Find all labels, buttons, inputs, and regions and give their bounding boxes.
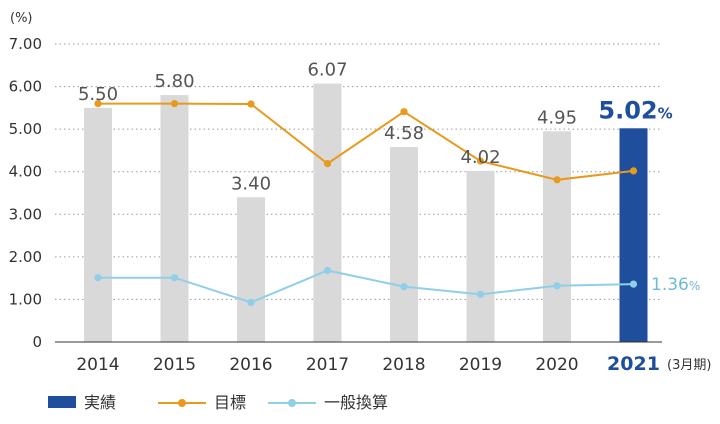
bar <box>237 197 265 342</box>
y-tick-label: 0 <box>32 333 42 351</box>
y-tick-label: 7.00 <box>9 35 42 53</box>
legend-label: 目標 <box>214 393 246 412</box>
general-point <box>553 282 561 290</box>
x-tick-label: 2014 <box>76 355 119 375</box>
y-unit-label: (%) <box>10 11 33 26</box>
x-tick-label: 2020 <box>535 355 578 375</box>
legend-label: 一般換算 <box>324 393 388 412</box>
target-line <box>98 102 634 181</box>
y-tick-label: 3.00 <box>9 205 42 223</box>
general-point <box>247 298 255 307</box>
y-tick-label: 2.00 <box>9 248 42 266</box>
general-line <box>98 269 634 304</box>
general-point <box>323 266 332 275</box>
x-tick-label: 2018 <box>382 355 425 375</box>
x-tick-label: 2021 <box>607 353 660 375</box>
bar-data-label: 4.58 <box>384 123 424 144</box>
general-point <box>170 274 179 282</box>
x-suffix-label: (3月期) <box>667 358 711 373</box>
bar-data-label: 5.80 <box>154 71 194 92</box>
target-point <box>94 100 102 108</box>
y-tick-label: 1.00 <box>9 290 42 308</box>
y-tick-label: 4.00 <box>9 163 42 181</box>
y-tick-label: 5.00 <box>9 120 42 138</box>
target-point <box>553 176 561 184</box>
general-point <box>629 280 638 288</box>
target-point <box>629 167 638 175</box>
bar-data-label: 4.95 <box>537 107 577 128</box>
target-point <box>400 108 408 116</box>
general-point <box>476 290 485 298</box>
x-tick-label: 2015 <box>153 355 196 375</box>
bar-data-label-highlight: 5.02% <box>598 96 672 124</box>
bar <box>466 170 495 342</box>
legend-label: 実績 <box>84 393 116 412</box>
bar <box>543 131 571 342</box>
bar <box>313 83 342 342</box>
bar <box>160 95 189 342</box>
target-point <box>170 100 179 108</box>
general-end-label: 1.36% <box>651 275 700 295</box>
target-point <box>247 100 255 108</box>
legend-swatch-point <box>288 399 296 407</box>
x-tick-label: 2019 <box>459 355 502 375</box>
bar-data-label: 3.40 <box>231 173 271 194</box>
x-tick-label: 2017 <box>306 355 349 375</box>
bar <box>84 107 112 342</box>
legend-swatch-point <box>178 399 186 407</box>
general-point <box>94 274 102 282</box>
bar-data-label: 4.02 <box>460 147 500 168</box>
bar-data-label: 6.07 <box>307 60 347 81</box>
legend-swatch-bar <box>48 396 76 408</box>
general-point <box>400 283 408 291</box>
bar-data-label: 5.50 <box>78 84 118 105</box>
bar <box>390 147 418 342</box>
target-point <box>476 157 485 165</box>
target-point <box>323 160 332 168</box>
x-tick-label: 2016 <box>229 355 272 375</box>
bar <box>619 128 648 342</box>
y-tick-label: 6.00 <box>9 78 42 96</box>
